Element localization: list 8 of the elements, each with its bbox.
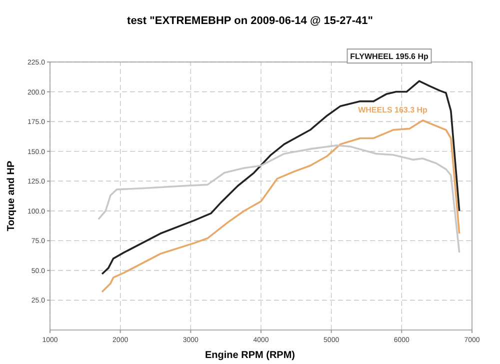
line-series bbox=[98, 144, 460, 254]
line-series bbox=[101, 119, 460, 293]
series-label: WHEELS 163.3 Hp bbox=[358, 105, 428, 114]
line-series bbox=[101, 80, 460, 275]
x-axis-title: Engine RPM (RPM) bbox=[205, 350, 295, 361]
text: FLYWHEEL 195.6 Hp bbox=[350, 52, 428, 62]
y-axis-title: Torque and HP bbox=[6, 160, 17, 232]
chart-title: test "EXTREMEBHP on 2009-06-14 @ 15-27-41" bbox=[127, 15, 373, 27]
